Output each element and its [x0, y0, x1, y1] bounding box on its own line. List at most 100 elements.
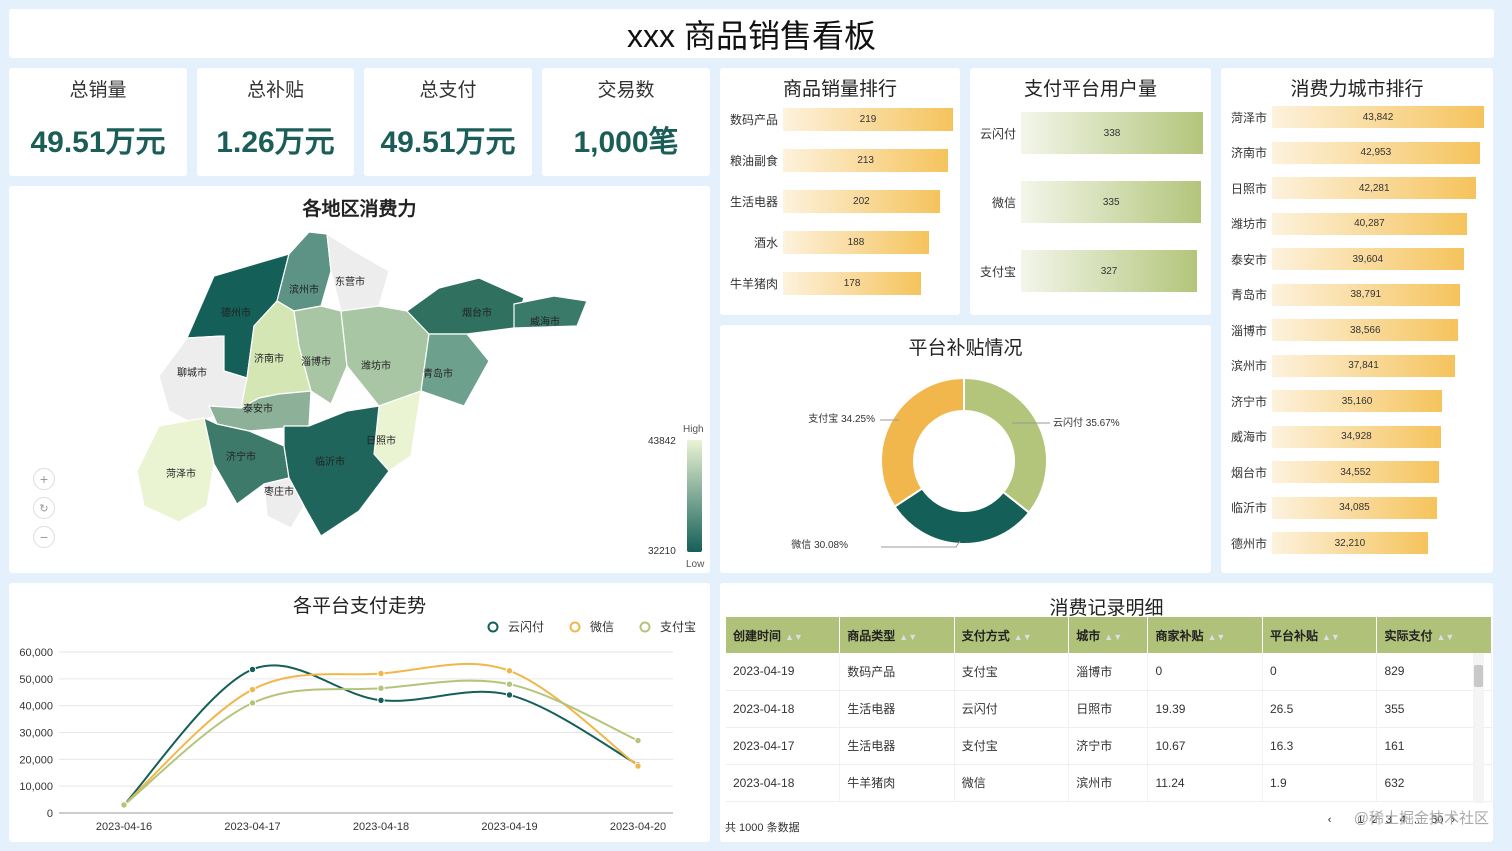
- x-tick-label: 2023-04-16: [96, 821, 152, 833]
- page-number[interactable]: 50: [1431, 814, 1444, 826]
- page-number[interactable]: 1: [1357, 814, 1364, 826]
- prev-page-button[interactable]: ‹: [1327, 814, 1332, 826]
- table-row[interactable]: 2023-04-18 牛羊猪肉 微信 滨州市 11.24 1.9 632: [726, 764, 1492, 802]
- map-region-qingdao[interactable]: [420, 333, 490, 407]
- next-page-button[interactable]: ›: [1451, 814, 1455, 826]
- page-number[interactable]: 4: [1399, 814, 1406, 826]
- legend-gradient-bar[interactable]: [687, 440, 702, 552]
- platform-users-row-bar[interactable]: 338: [1021, 112, 1203, 154]
- platform-users-row-bar[interactable]: 335: [1021, 181, 1202, 223]
- table-header-cell[interactable]: 创建时间 ▲▼: [726, 617, 841, 653]
- city-ranking-row-bar[interactable]: 38,566: [1272, 319, 1459, 341]
- series-point[interactable]: [248, 665, 257, 674]
- sort-icon[interactable]: ▲▼: [899, 631, 918, 642]
- legend-label[interactable]: 云闪付: [508, 620, 544, 634]
- table-header-cell[interactable]: 实际支付 ▲▼: [1376, 617, 1492, 653]
- watermark: @稀土掘金技术社区: [1353, 810, 1489, 827]
- series-point[interactable]: [634, 762, 642, 770]
- product-ranking-row: 生活电器 202: [722, 190, 940, 213]
- table-cell: 355: [1376, 690, 1492, 728]
- product-ranking-row-bar[interactable]: 213: [783, 149, 949, 172]
- city-ranking-row-bar[interactable]: 34,085: [1272, 496, 1437, 519]
- table-cell: 161: [1376, 727, 1492, 765]
- city-ranking-row-bar[interactable]: 43,842: [1272, 106, 1484, 128]
- series-point[interactable]: [248, 685, 257, 694]
- series-point[interactable]: [634, 736, 642, 745]
- zoom-out-button[interactable]: −: [33, 526, 55, 548]
- platform-users-row: 微信 335: [972, 181, 1202, 223]
- table-header-cell[interactable]: 商品类型 ▲▼: [839, 617, 955, 653]
- city-ranking-row-bar[interactable]: 32,210: [1272, 532, 1428, 554]
- map-region-yantai[interactable]: [406, 277, 525, 335]
- table-row[interactable]: 2023-04-18 生活电器 云闪付 日照市 19.39 26.5 355: [726, 690, 1492, 728]
- city-ranking-row-bar[interactable]: 42,953: [1272, 141, 1480, 164]
- city-ranking-row-bar[interactable]: 35,160: [1272, 390, 1443, 412]
- map-region-weihai[interactable]: [513, 295, 588, 329]
- table-header-cell[interactable]: 商家补贴 ▲▼: [1147, 617, 1263, 653]
- city-ranking-row-bar[interactable]: 40,287: [1272, 212, 1467, 235]
- city-ranking-row-bar[interactable]: 42,281: [1272, 177, 1477, 199]
- sort-icon[interactable]: ▲▼: [1436, 631, 1455, 642]
- table-scrollbar[interactable]: [1473, 653, 1484, 803]
- sort-icon[interactable]: ▲▼: [1207, 631, 1226, 642]
- table-header-cell[interactable]: 平台补贴 ▲▼: [1262, 617, 1378, 653]
- city-ranking-row-bar[interactable]: 38,791: [1272, 283, 1460, 306]
- series-point[interactable]: [248, 699, 257, 707]
- series-point[interactable]: [505, 680, 514, 688]
- map-region-binzhou[interactable]: [276, 231, 332, 312]
- sort-icon[interactable]: ▲▼: [1104, 631, 1123, 642]
- y-tick-label: 10,000: [19, 781, 53, 793]
- product-ranking-row-bar[interactable]: 219: [783, 108, 953, 131]
- product-ranking-row-bar[interactable]: 202: [783, 190, 940, 213]
- map-title: 各地区消费力: [302, 199, 417, 220]
- x-tick-label: 2023-04-20: [610, 821, 666, 833]
- sort-icon[interactable]: ▲▼: [1013, 631, 1032, 642]
- legend-label[interactable]: 支付宝: [660, 620, 696, 634]
- map-region-linyi[interactable]: [283, 405, 390, 537]
- header-label: 支付方式: [961, 628, 1010, 643]
- map-label-zibo: 淄博市: [301, 355, 331, 368]
- series-point[interactable]: [505, 691, 514, 699]
- kpi-label: 总销量: [69, 80, 127, 101]
- table-scrollbar-thumb[interactable]: [1474, 665, 1483, 687]
- page-number[interactable]: 3: [1385, 814, 1392, 826]
- series-point[interactable]: [377, 669, 385, 678]
- series-point[interactable]: [120, 801, 128, 809]
- city-ranking-row: 临沂市 34,085: [1223, 496, 1437, 519]
- series-point[interactable]: [377, 696, 385, 705]
- table-cell: 11.24: [1147, 764, 1263, 802]
- table-header-cell[interactable]: 支付方式 ▲▼: [954, 617, 1070, 653]
- page-number[interactable]: ...: [1413, 814, 1424, 826]
- map-region-zibo[interactable]: [293, 305, 348, 405]
- table-header-cell[interactable]: 城市 ▲▼: [1068, 617, 1149, 653]
- city-ranking-row-bar[interactable]: 34,552: [1272, 461, 1440, 483]
- city-ranking-row-bar[interactable]: 37,841: [1272, 354, 1455, 377]
- donut-slice[interactable]: [963, 376, 1048, 514]
- page-number[interactable]: 2: [1371, 814, 1378, 826]
- legend-marker[interactable]: [487, 621, 499, 633]
- legend-label[interactable]: 微信: [590, 620, 614, 634]
- product-ranking-row-bar[interactable]: 178: [783, 272, 922, 295]
- product-ranking-row-bar[interactable]: 188: [783, 231, 929, 254]
- donut-slice[interactable]: [893, 487, 1031, 545]
- legend-marker[interactable]: [569, 621, 581, 633]
- table-row[interactable]: 2023-04-17 生活电器 支付宝 济宁市 10.67 16.3 161: [726, 727, 1492, 765]
- sort-icon[interactable]: ▲▼: [785, 631, 803, 642]
- kpi-total-payment: 总支付 49.51万元: [364, 68, 532, 176]
- table-row[interactable]: 2023-04-19 数码产品 支付宝 淄博市 0 0 829: [726, 653, 1492, 691]
- zoom-reset-button[interactable]: ↻: [33, 497, 55, 519]
- platform-users-row-bar[interactable]: 327: [1021, 250, 1198, 292]
- donut-slice[interactable]: [880, 376, 965, 508]
- legend-marker[interactable]: [639, 621, 651, 633]
- city-ranking-row-bar[interactable]: 34,928: [1272, 425, 1441, 448]
- map-region-zaozhuang[interactable]: [263, 477, 305, 529]
- sort-icon[interactable]: ▲▼: [1321, 631, 1340, 642]
- series-point[interactable]: [505, 667, 514, 675]
- city-ranking-row: 青岛市 38,791: [1223, 283, 1460, 306]
- zoom-in-button[interactable]: +: [33, 468, 55, 490]
- city-ranking-row: 济宁市 35,160: [1223, 390, 1443, 412]
- series-point[interactable]: [377, 684, 385, 692]
- map-region-dongying[interactable]: [326, 232, 390, 312]
- city-ranking-row-bar[interactable]: 39,604: [1272, 248, 1464, 270]
- donut-label-line: [881, 540, 961, 548]
